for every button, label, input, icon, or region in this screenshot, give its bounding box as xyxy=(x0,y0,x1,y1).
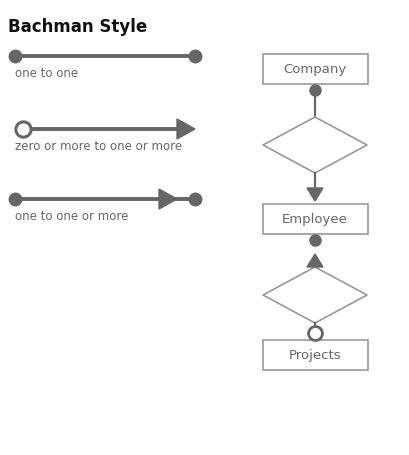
Polygon shape xyxy=(159,190,177,210)
Polygon shape xyxy=(307,188,323,202)
Text: one to one: one to one xyxy=(15,67,78,80)
Text: Bachman Style: Bachman Style xyxy=(8,18,147,36)
Polygon shape xyxy=(177,120,195,140)
Text: Company: Company xyxy=(283,63,346,76)
FancyBboxPatch shape xyxy=(263,205,368,234)
FancyBboxPatch shape xyxy=(263,340,368,370)
FancyBboxPatch shape xyxy=(263,55,368,85)
Text: Employee: Employee xyxy=(282,213,348,226)
Text: one to one or more: one to one or more xyxy=(15,210,128,222)
Polygon shape xyxy=(263,268,367,324)
Polygon shape xyxy=(263,118,367,174)
Text: zero or more to one or more: zero or more to one or more xyxy=(15,140,182,153)
Text: Projects: Projects xyxy=(289,349,342,362)
Polygon shape xyxy=(307,254,323,268)
